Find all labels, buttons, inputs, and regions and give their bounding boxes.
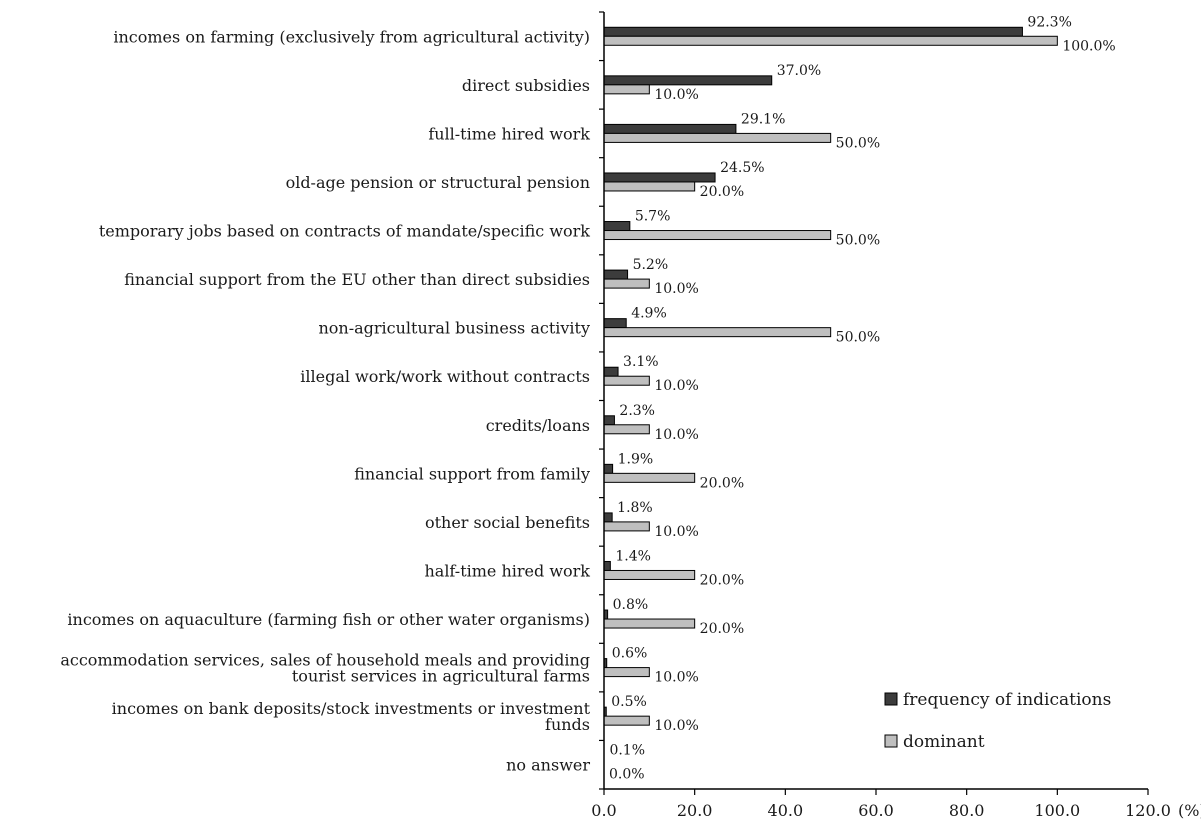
category-label: other social benefits bbox=[425, 513, 590, 532]
value-label-frequency: 1.4% bbox=[615, 548, 651, 564]
bar-dominant bbox=[603, 181, 696, 192]
value-label-dominant: 20.0% bbox=[700, 572, 744, 588]
value-label-dominant: 50.0% bbox=[836, 135, 880, 151]
category-label: old-age pension or structural pension bbox=[286, 173, 590, 192]
value-label-frequency: 4.9% bbox=[631, 306, 667, 322]
bar-dominant bbox=[603, 132, 832, 143]
category-label: incomes on farming (exclusively from agr… bbox=[113, 27, 590, 46]
value-label-frequency: 0.5% bbox=[611, 694, 647, 710]
x-tick-label: 60.0 bbox=[858, 801, 894, 820]
bar-frequency bbox=[603, 172, 716, 183]
bar-frequency bbox=[603, 463, 614, 474]
bar-frequency bbox=[603, 512, 613, 523]
category-label: half-time hired work bbox=[424, 561, 590, 580]
x-tick-label: 0.0 bbox=[591, 801, 616, 820]
value-label-frequency: 5.7% bbox=[635, 209, 671, 225]
value-label-frequency: 5.2% bbox=[633, 257, 669, 273]
bar-frequency bbox=[603, 123, 737, 134]
value-label-frequency: 2.3% bbox=[619, 403, 655, 419]
value-label-dominant: 10.0% bbox=[654, 87, 698, 103]
value-labels: 92.3% 100.0% 37.0% 10.0% 29.1% 50.0% 24.5% 20.0… bbox=[609, 14, 1116, 782]
bar-frequency bbox=[603, 560, 611, 571]
category-label: incomes on bank deposits/stock investmen… bbox=[112, 699, 591, 718]
value-label-frequency: 92.3% bbox=[1027, 14, 1071, 30]
x-axis-unit-label: (%) bbox=[1178, 801, 1201, 820]
bar-dominant bbox=[603, 472, 696, 483]
category-label: direct subsidies bbox=[462, 76, 590, 95]
value-label-frequency: 1.9% bbox=[618, 451, 654, 467]
legend-swatch-frequency bbox=[884, 692, 898, 706]
value-label-dominant: 10.0% bbox=[654, 718, 698, 734]
value-label-frequency: 29.1% bbox=[741, 111, 785, 127]
bar-dominant bbox=[603, 424, 650, 435]
value-label-frequency: 37.0% bbox=[777, 63, 821, 79]
bar-frequency bbox=[603, 269, 629, 280]
category-label: incomes on aquaculture (farming fish or … bbox=[67, 610, 590, 629]
category-label: financial support from the EU other than… bbox=[124, 270, 590, 289]
value-label-dominant: 20.0% bbox=[700, 475, 744, 491]
value-label-dominant: 50.0% bbox=[836, 330, 880, 346]
category-label: full-time hired work bbox=[428, 124, 590, 143]
x-tick-label: 20.0 bbox=[677, 801, 713, 820]
bar-dominant bbox=[603, 667, 650, 678]
x-axis-ticks: 0.0 20.0 40.0 60.0 80.0 100.0 120.0 (%) bbox=[591, 789, 1201, 820]
category-label: financial support from family bbox=[354, 464, 590, 483]
value-label-dominant: 100.0% bbox=[1062, 38, 1115, 54]
bar-dominant bbox=[603, 569, 696, 580]
bar-dominant bbox=[603, 521, 650, 532]
value-label-dominant: 50.0% bbox=[836, 233, 880, 249]
category-label: credits/loans bbox=[486, 416, 590, 435]
value-label-frequency: 24.5% bbox=[720, 160, 764, 176]
legend: frequency of indications dominant bbox=[884, 690, 1111, 752]
category-label: tourist services in agricultural farms bbox=[292, 667, 590, 686]
bar-frequency bbox=[603, 415, 615, 426]
value-label-frequency: 0.8% bbox=[613, 597, 649, 613]
category-label: accommodation services, sales of househo… bbox=[60, 651, 590, 670]
value-label-frequency: 1.8% bbox=[617, 500, 653, 516]
bar-dominant bbox=[603, 230, 832, 241]
bar-frequency bbox=[603, 26, 1023, 37]
value-label-frequency: 3.1% bbox=[623, 354, 659, 370]
bar-dominant bbox=[603, 618, 696, 629]
category-label: temporary jobs based on contracts of man… bbox=[99, 222, 590, 241]
value-label-dominant: 10.0% bbox=[654, 427, 698, 443]
x-tick-label: 80.0 bbox=[949, 801, 985, 820]
bar-frequency bbox=[603, 75, 773, 86]
bars-group bbox=[603, 26, 1058, 726]
value-label-dominant: 10.0% bbox=[654, 670, 698, 686]
value-label-dominant: 10.0% bbox=[654, 378, 698, 394]
bar-dominant bbox=[603, 278, 650, 289]
value-label-dominant: 10.0% bbox=[654, 524, 698, 540]
legend-label-dominant: dominant bbox=[903, 732, 985, 752]
x-tick-label: 40.0 bbox=[768, 801, 804, 820]
bar-dominant bbox=[603, 327, 832, 338]
legend-label-frequency: frequency of indications bbox=[903, 690, 1111, 710]
bar-dominant bbox=[603, 375, 650, 386]
bar-frequency bbox=[603, 366, 619, 377]
category-label: funds bbox=[545, 715, 590, 734]
bar-frequency bbox=[603, 318, 627, 329]
bar-dominant bbox=[603, 715, 650, 726]
category-labels: incomes on farming (exclusively from agr… bbox=[60, 27, 590, 774]
x-tick-label: 100.0 bbox=[1034, 801, 1080, 820]
value-label-dominant: 10.0% bbox=[654, 281, 698, 297]
legend-swatch-dominant bbox=[884, 734, 898, 748]
category-label: non-agricultural business activity bbox=[318, 319, 590, 338]
category-label: illegal work/work without contracts bbox=[300, 367, 590, 386]
bar-frequency bbox=[603, 221, 631, 232]
value-label-frequency: 0.6% bbox=[612, 646, 648, 662]
y-axis-ticks bbox=[599, 11, 604, 790]
value-label-frequency: 0.1% bbox=[609, 743, 645, 759]
value-label-dominant: 0.0% bbox=[609, 767, 645, 783]
value-label-dominant: 20.0% bbox=[700, 621, 744, 637]
bar-dominant bbox=[603, 35, 1058, 46]
value-label-dominant: 20.0% bbox=[700, 184, 744, 200]
category-label: no answer bbox=[506, 756, 590, 775]
bar-dominant bbox=[603, 84, 650, 95]
x-tick-label: 120.0 bbox=[1125, 801, 1171, 820]
